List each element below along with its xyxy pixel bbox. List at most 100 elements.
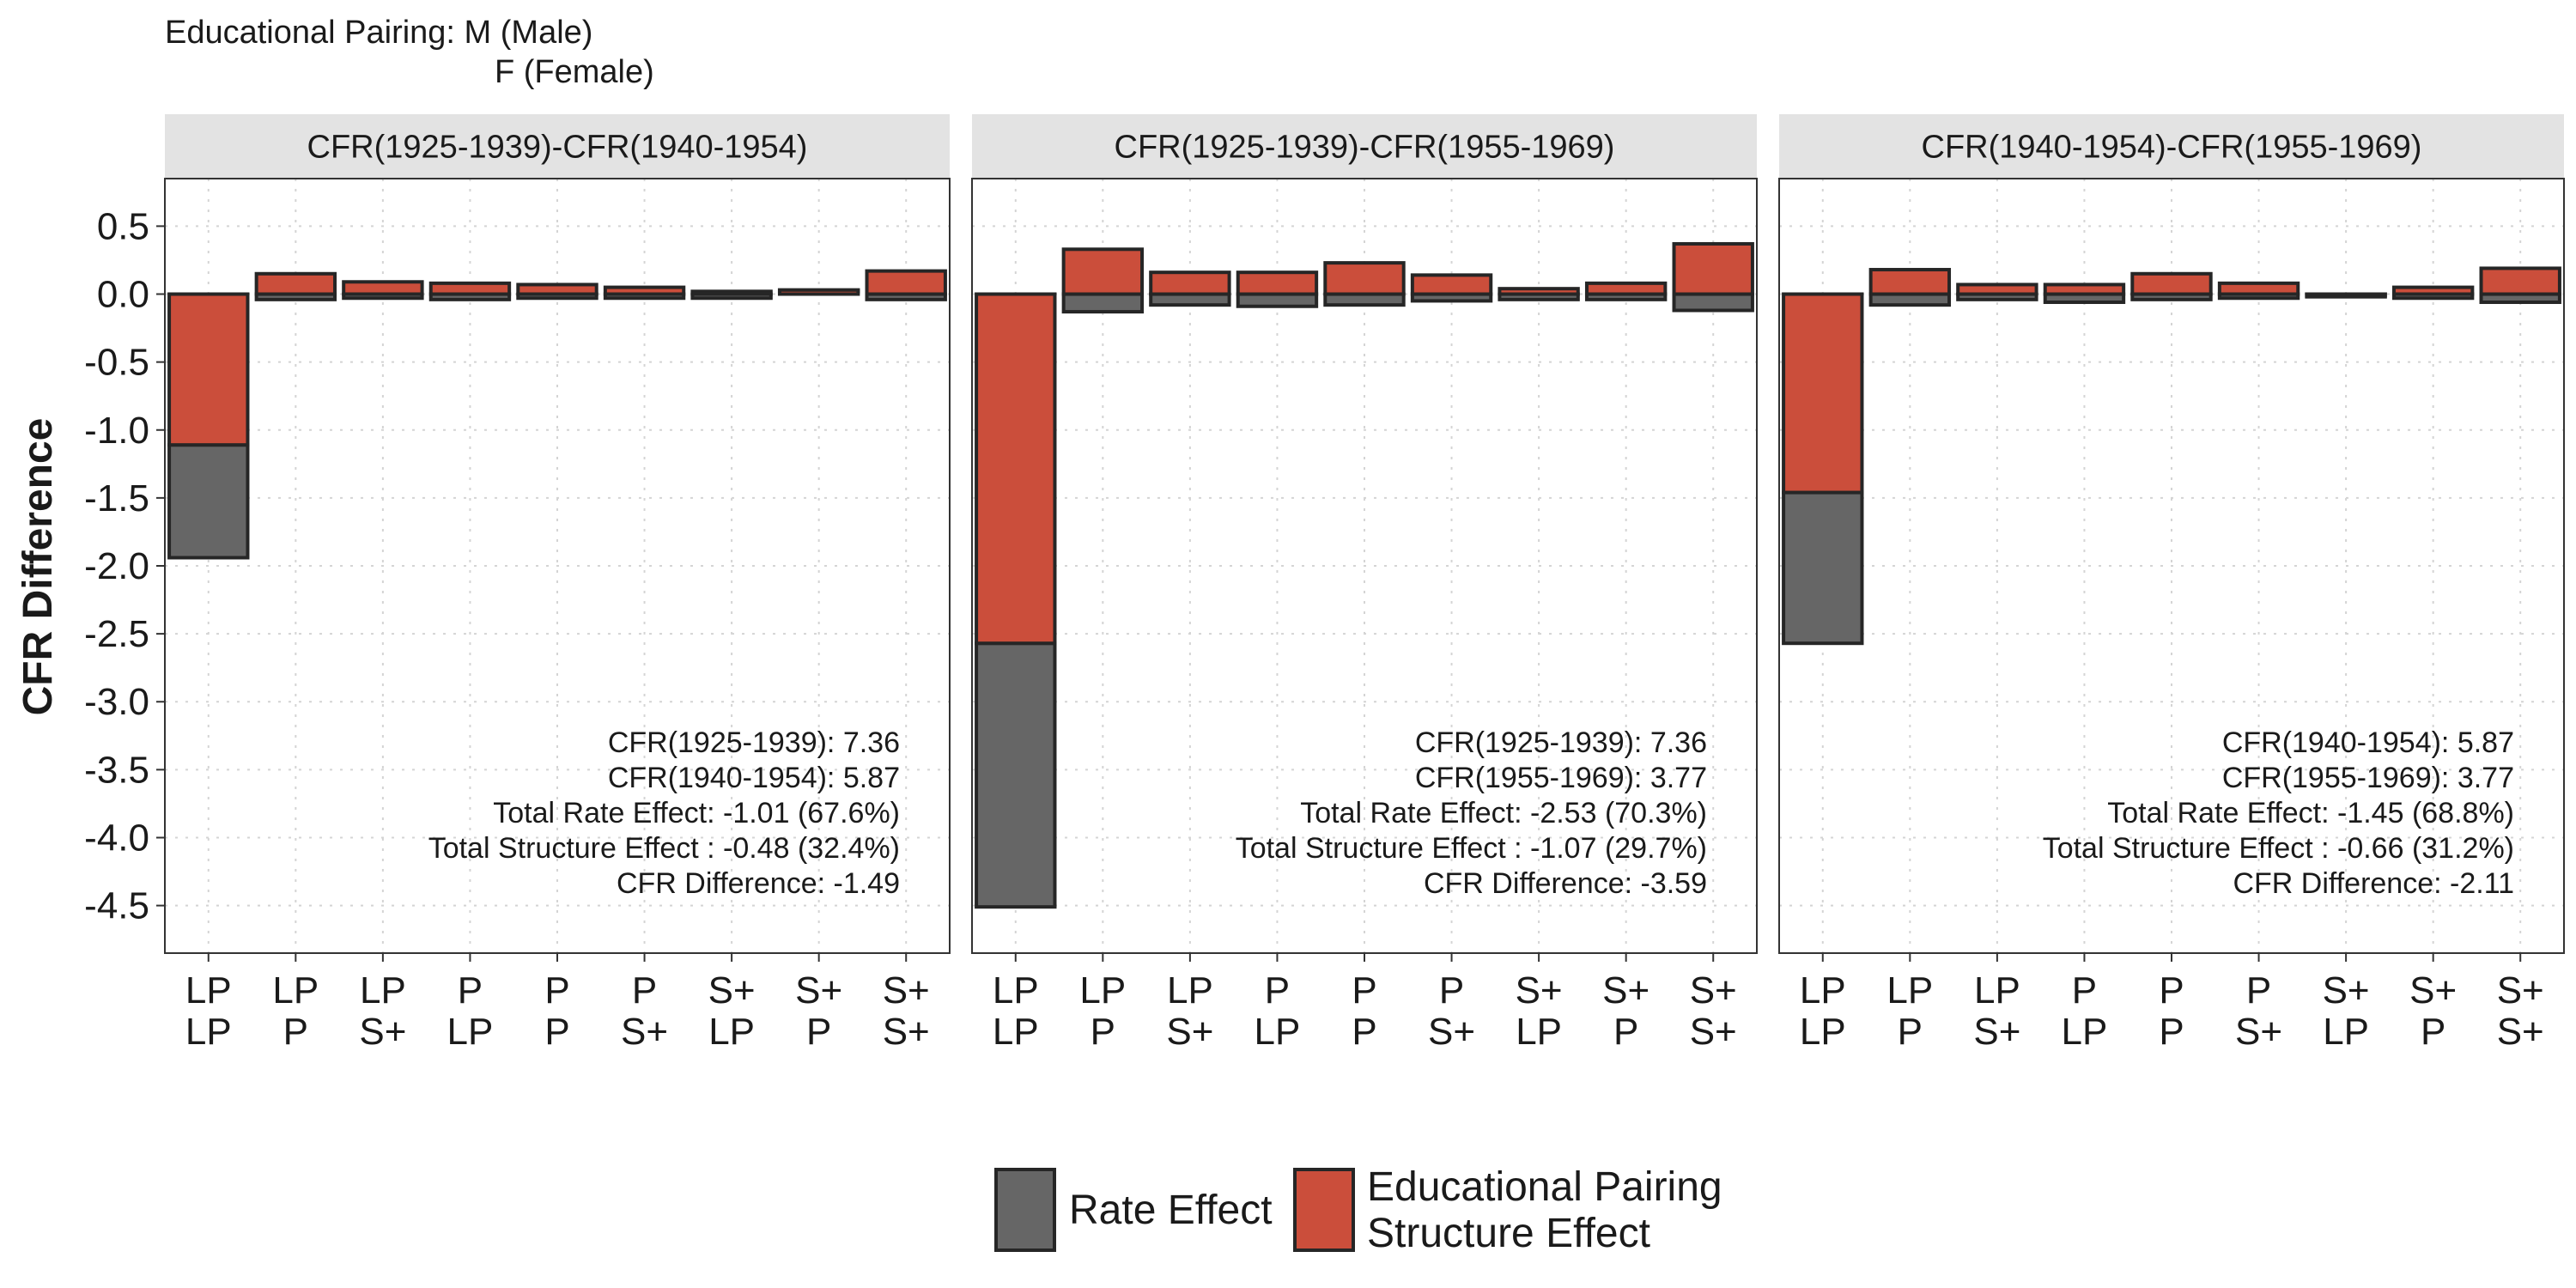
x-tick-label-male: S+ <box>2497 969 2544 1012</box>
facet-strip <box>165 114 950 179</box>
bar-structure-effect <box>2130 271 2213 296</box>
y-tick-label: 0.5 <box>97 205 149 247</box>
bar-structure-effect <box>1782 292 1864 495</box>
bar-structure-effect <box>428 281 512 296</box>
bar-structure-effect <box>1323 261 1406 296</box>
panel-annotation: Total Structure Effect : -0.66 (31.2%) <box>2043 832 2514 865</box>
x-tick-label-female: S+ <box>1166 1011 1213 1053</box>
x-tick-label-female: LP <box>447 1011 494 1053</box>
x-tick-label-male: LP <box>1079 969 1126 1012</box>
x-tick-label-female: P <box>1613 1011 1638 1053</box>
x-tick-label-male: S+ <box>2323 969 2370 1012</box>
y-tick-label: -3.0 <box>84 681 149 723</box>
x-tick-label-female: P <box>2421 1011 2445 1053</box>
legend: Rate Effect Educational Pairing Structur… <box>994 1164 1722 1256</box>
y-tick-label: -1.0 <box>84 410 149 452</box>
bar-structure-effect <box>2479 266 2561 296</box>
x-tick-label-male: LP <box>272 969 319 1012</box>
x-tick-label-male: S+ <box>883 969 930 1012</box>
facet-title: CFR(1925-1939)-CFR(1955-1969) <box>1115 130 1615 166</box>
x-tick-label-male: P <box>632 969 657 1012</box>
facet-title: CFR(1925-1939)-CFR(1940-1954) <box>307 130 808 166</box>
bar-structure-effect <box>1868 268 1952 296</box>
x-tick-label-male: LP <box>1886 969 1933 1012</box>
x-tick-label-female: S+ <box>883 1011 930 1053</box>
bar-structure-effect <box>2043 283 2126 296</box>
x-tick-label-female: LP <box>185 1011 232 1053</box>
x-tick-label-male: LP <box>360 969 406 1012</box>
x-tick-label-female: S+ <box>1428 1011 1475 1053</box>
header-line-1: Educational Pairing: M (Male) <box>165 15 592 51</box>
x-tick-label-female: P <box>283 1011 308 1053</box>
facet-panel-2: CFR(1925-1939)-CFR(1955-1969) CFR(1925-19… <box>971 114 1758 1053</box>
x-tick-label-female: P <box>806 1011 831 1053</box>
bar-structure-effect <box>777 288 860 296</box>
panel-annotation: Total Structure Effect : -1.07 (29.7%) <box>1236 832 1707 865</box>
panel-annotation: Total Rate Effect: -1.01 (67.6%) <box>493 797 900 829</box>
bar-structure-effect <box>1672 241 1754 296</box>
x-tick-label-male: S+ <box>1602 969 1649 1012</box>
y-tick-label: -4.0 <box>84 817 149 859</box>
panel-annotation: CFR(1940-1954): 5.87 <box>2222 726 2514 759</box>
y-tick-label: 0.0 <box>97 274 149 316</box>
panel-annotation: CFR(1955-1969): 3.77 <box>2222 762 2514 794</box>
facet-title: CFR(1940-1954)-CFR(1955-1969) <box>1922 130 2422 166</box>
facet-panels: CFR(1925-1939)-CFR(1940-1954) CFR(1925-19… <box>84 114 2565 1053</box>
panel-annotation: CFR(1925-1939): 7.36 <box>1415 726 1707 759</box>
y-tick-label: -2.0 <box>84 545 149 587</box>
bar-structure-effect <box>1236 270 1319 296</box>
bar-structure-effect <box>167 292 250 447</box>
bar-structure-effect <box>1498 287 1580 296</box>
x-tick-label-female: LP <box>1800 1011 1846 1053</box>
x-tick-label-female: LP <box>2062 1011 2108 1053</box>
x-tick-label-male: P <box>1265 969 1290 1012</box>
x-tick-label-male: LP <box>993 969 1039 1012</box>
bar-rate-effect <box>1782 490 1864 646</box>
x-tick-label-male: P <box>2072 969 2097 1012</box>
panel-annotation: CFR Difference: -3.59 <box>1424 867 1707 900</box>
bar-structure-effect <box>603 285 686 296</box>
bar-structure-effect <box>254 271 337 296</box>
bar-structure-effect <box>690 289 773 296</box>
x-tick-label-male: P <box>1439 969 1464 1012</box>
facet-panel-1: CFR(1925-1939)-CFR(1940-1954) CFR(1925-19… <box>164 114 951 1053</box>
legend-key-structure <box>1293 1168 1355 1252</box>
x-tick-label-male: LP <box>1167 969 1213 1012</box>
legend-label-structure-1: Educational Pairing <box>1367 1164 1722 1210</box>
panel-annotation: CFR(1925-1939): 7.36 <box>608 726 900 759</box>
x-tick-label-female: S+ <box>1973 1011 2020 1053</box>
y-tick-label: -2.5 <box>84 613 149 655</box>
panel-annotation: CFR Difference: -1.49 <box>617 867 900 900</box>
header-line-2: F (Female) <box>495 54 654 90</box>
x-tick-label-male: S+ <box>1516 969 1563 1012</box>
x-tick-label-female: P <box>1898 1011 1923 1053</box>
legend-key-rate <box>994 1168 1056 1252</box>
bar-structure-effect <box>516 283 598 296</box>
bar-structure-effect <box>1149 270 1231 296</box>
bar-structure-effect <box>1956 283 2038 296</box>
bar-structure-effect <box>342 280 424 296</box>
legend-label-rate: Rate Effect <box>1069 1188 1273 1233</box>
bar-structure-effect <box>2305 292 2387 298</box>
x-tick-label-female: S+ <box>2235 1011 2282 1053</box>
x-tick-label-male: P <box>458 969 483 1012</box>
panel-annotation: CFR Difference: -2.11 <box>2233 867 2514 900</box>
bar-structure-effect <box>2391 285 2475 296</box>
x-tick-label-male: P <box>2246 969 2271 1012</box>
x-tick-label-female: S+ <box>621 1011 668 1053</box>
bar-structure-effect <box>2217 281 2300 296</box>
y-tick-label: -0.5 <box>84 342 149 384</box>
x-tick-label-male: LP <box>1974 969 2020 1012</box>
x-tick-label-female: P <box>1352 1011 1376 1053</box>
bar-rate-effect <box>975 641 1057 909</box>
x-tick-label-female: S+ <box>2497 1011 2544 1053</box>
x-tick-label-male: LP <box>185 969 232 1012</box>
bar-rate-effect <box>167 443 250 560</box>
panel-annotation: Total Structure Effect : -0.48 (32.4%) <box>428 832 900 865</box>
x-tick-label-female: P <box>544 1011 569 1053</box>
y-tick-label: -4.5 <box>84 885 149 927</box>
x-tick-label-female: S+ <box>359 1011 406 1053</box>
x-tick-label-female: P <box>2159 1011 2184 1053</box>
bar-structure-effect <box>1584 281 1668 296</box>
